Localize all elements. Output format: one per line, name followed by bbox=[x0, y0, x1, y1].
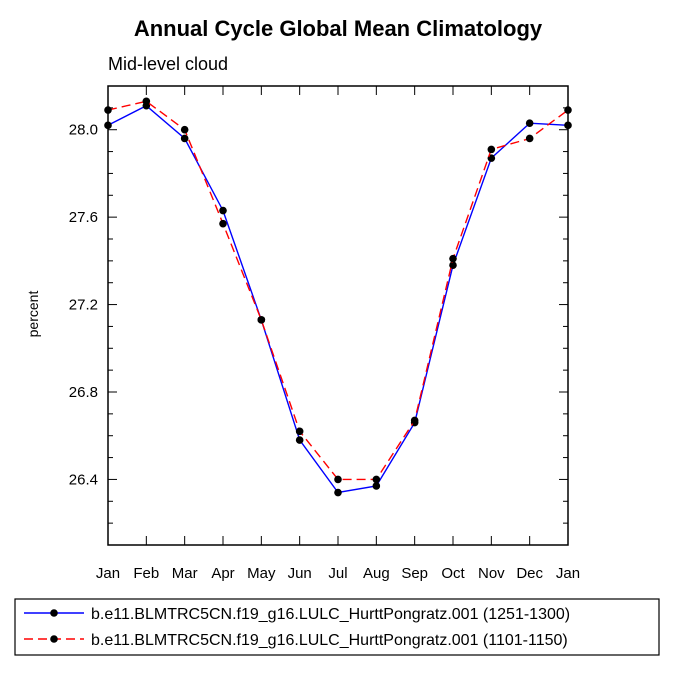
legend-marker bbox=[50, 609, 58, 617]
x-tick-label: Apr bbox=[211, 565, 234, 582]
y-axis-label: percent bbox=[25, 291, 41, 338]
x-tick-label: Aug bbox=[363, 565, 390, 582]
data-point bbox=[104, 106, 112, 114]
data-point bbox=[564, 106, 572, 114]
x-tick-label: Nov bbox=[478, 565, 505, 582]
data-point bbox=[525, 119, 534, 127]
data-point bbox=[564, 121, 572, 130]
data-point bbox=[372, 482, 381, 490]
x-tick-label: Jan bbox=[96, 565, 120, 582]
legend-label: b.e11.BLMTRC5CN.f19_g16.LULC_HurttPongra… bbox=[91, 606, 570, 623]
legend-entry-2: b.e11.BLMTRC5CN.f19_g16.LULC_HurttPongra… bbox=[24, 632, 568, 649]
x-tick-label: Oct bbox=[441, 565, 465, 582]
y-tick-label: 27.6 bbox=[69, 209, 98, 226]
data-point bbox=[410, 416, 419, 425]
data-point bbox=[295, 427, 304, 436]
series-2 bbox=[104, 97, 572, 484]
data-point bbox=[449, 254, 457, 263]
series-line bbox=[107, 104, 569, 494]
legend-entry-1: b.e11.BLMTRC5CN.f19_g16.LULC_HurttPongra… bbox=[24, 606, 570, 623]
data-point bbox=[372, 475, 381, 484]
x-tick-label: Jul bbox=[328, 565, 347, 582]
series-1 bbox=[104, 101, 572, 497]
x-tick-label: Jun bbox=[288, 565, 312, 582]
data-point bbox=[219, 206, 227, 215]
data-point bbox=[142, 97, 151, 106]
data-point bbox=[219, 219, 227, 228]
x-tick-label: Dec bbox=[516, 565, 543, 582]
data-series bbox=[104, 97, 572, 497]
data-point bbox=[449, 261, 457, 270]
x-tick-label: Mar bbox=[172, 565, 198, 582]
data-point bbox=[295, 436, 304, 444]
y-tick-labels: 26.4 26.8 27.2 27.6 28.0 bbox=[69, 122, 98, 489]
legend-entries: b.e11.BLMTRC5CN.f19_g16.LULC_HurttPongra… bbox=[24, 606, 570, 649]
y-tick-label: 26.4 bbox=[69, 471, 98, 488]
data-point bbox=[334, 488, 342, 497]
x-tick-label: Sep bbox=[401, 565, 428, 582]
legend-label: b.e11.BLMTRC5CN.f19_g16.LULC_HurttPongra… bbox=[91, 632, 568, 649]
legend: b.e11.BLMTRC5CN.f19_g16.LULC_HurttPongra… bbox=[14, 598, 660, 656]
data-point bbox=[487, 145, 496, 154]
chart-subtitle: Mid-level cloud bbox=[108, 54, 228, 74]
data-point bbox=[525, 134, 534, 143]
legend-box bbox=[14, 598, 660, 656]
x-tick-label: May bbox=[247, 565, 276, 582]
y-tick-label: 26.8 bbox=[69, 384, 98, 401]
data-point bbox=[180, 134, 189, 143]
axis-ticks bbox=[107, 85, 569, 546]
y-tick-label: 27.2 bbox=[69, 297, 98, 314]
series-line bbox=[107, 100, 569, 481]
y-tick-label: 28.0 bbox=[69, 122, 98, 139]
x-tick-label: Jan bbox=[556, 565, 580, 582]
data-point bbox=[104, 121, 112, 130]
data-point bbox=[257, 316, 266, 324]
data-point bbox=[180, 125, 189, 134]
data-point bbox=[334, 475, 342, 484]
legend-marker bbox=[50, 635, 58, 643]
x-tick-label: Feb bbox=[133, 565, 159, 582]
chart-title: Annual Cycle Global Mean Climatology bbox=[134, 16, 543, 41]
x-tick-labels: Jan Feb Mar Apr May Jun Jul Aug Sep Oct Nov Dec Jan bbox=[96, 565, 580, 582]
